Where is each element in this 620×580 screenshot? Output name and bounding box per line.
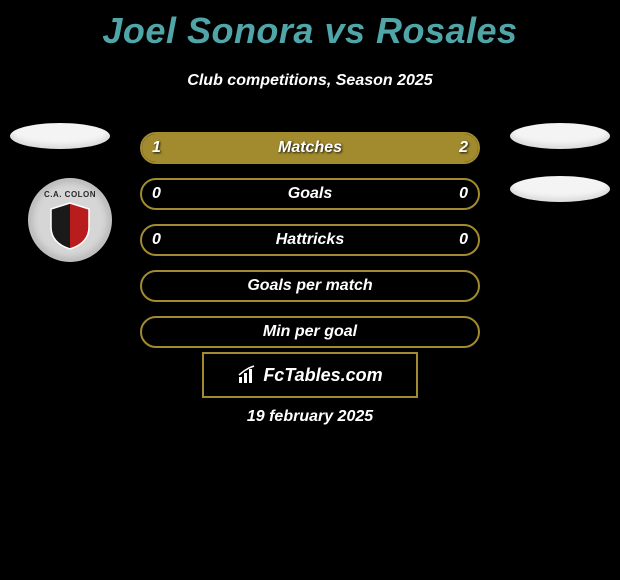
stat-rows: Matches12 Goals00 Hattricks00 Goals per mat… xyxy=(0,132,620,348)
stat-row: Hattricks00 xyxy=(0,224,620,256)
page-title: Joel Sonora vs Rosales xyxy=(0,0,620,52)
bar-chart-icon xyxy=(237,365,259,385)
bar-fill-left xyxy=(142,134,253,162)
bar-track xyxy=(140,132,480,164)
brand-box: FcTables.com xyxy=(202,352,418,398)
stat-row: Goals00 xyxy=(0,178,620,210)
stat-row: Min per goal xyxy=(0,316,620,348)
bar-track xyxy=(140,270,480,302)
bar-fill-right xyxy=(253,134,478,162)
date: 19 february 2025 xyxy=(0,408,620,426)
brand-text: FcTables.com xyxy=(263,365,382,386)
subtitle: Club competitions, Season 2025 xyxy=(0,72,620,90)
bar-track xyxy=(140,178,480,210)
bar-track xyxy=(140,224,480,256)
bar-track xyxy=(140,316,480,348)
stat-row: Goals per match xyxy=(0,270,620,302)
stat-row: Matches12 xyxy=(0,132,620,164)
